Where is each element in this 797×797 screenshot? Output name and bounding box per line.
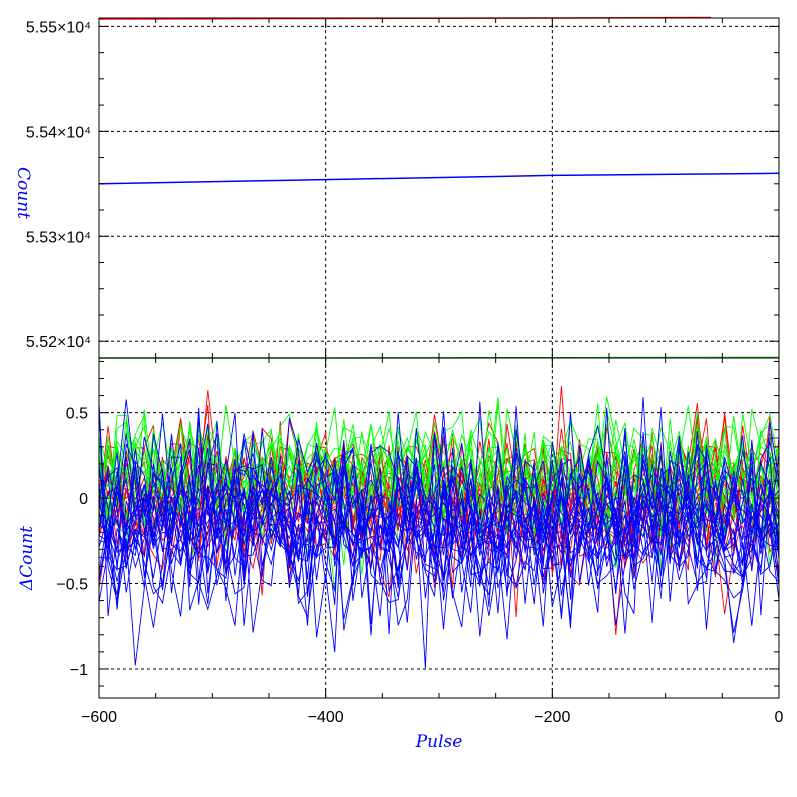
top-y-tick-label: 5.53×10⁴ [26,229,91,246]
bottom-y-tick-label: −1 [70,662,88,679]
bottom-series [98,386,780,669]
bottom-y-tick-label: 0 [79,491,88,508]
bottom-x-tick-label: −400 [308,709,344,726]
bottom-x-tick-label: −200 [534,709,570,726]
bottom-trace-2-20 [98,430,780,591]
top-y-tick-labels: 5.52×10⁴ 5.53×10⁴ 5.54×10⁴ 5.55×10⁴ [26,19,91,351]
bottom-x-axis-title: Pulse [415,732,463,752]
bottom-plot-frame [98,357,780,699]
top-y-tick-label: 5.54×10⁴ [26,124,91,141]
top-y-axis-title: Count [13,167,33,219]
top-axis-ticks [98,18,780,358]
bottom-trace-2-16 [98,432,780,633]
top-plot-frame [98,17,780,359]
bottom-tick-labels: 0.5 0 −0.5 −1 −600 −400 −200 0 [56,406,783,726]
top-y-tick-label: 5.52×10⁴ [26,334,91,351]
bottom-y-axis-title: ΔCount [17,526,37,591]
bottom-trace-2-21 [98,411,780,643]
bottom-y-tick-label: 0.5 [66,406,88,423]
bottom-y-tick-label: −0.5 [56,577,88,594]
bottom-x-tick-label: 0 [775,709,784,726]
bottom-x-tick-label: −600 [81,709,117,726]
bottom-panel: 0.5 0 −0.5 −1 −600 −400 −200 0 [56,357,784,726]
top-y-tick-label: 5.55×10⁴ [26,19,91,36]
bottom-trace-2-17 [98,402,780,669]
bottom-trace-2-19 [98,417,780,640]
top-series-line-1 [98,172,780,185]
top-panel: 5.52×10⁴ 5.53×10⁴ 5.54×10⁴ 5.55×10⁴ [26,16,780,359]
top-gridlines [99,18,779,358]
top-series [98,16,780,359]
